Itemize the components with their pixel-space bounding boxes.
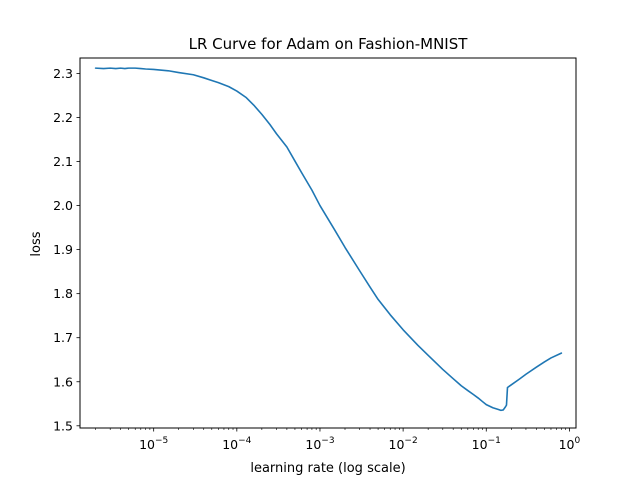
x-tick-label: 10−3 — [305, 436, 334, 452]
y-tick-label: 1.6 — [53, 374, 73, 389]
x-tick-label: 100 — [559, 436, 581, 452]
x-axis: 10−5 10−4 10−3 10−2 10−1 100 — [95, 428, 581, 452]
axes-frame — [79, 57, 577, 429]
y-axis: 1.5 1.6 1.7 1.8 1.9 2.0 2.1 2.2 2.3 — [53, 66, 80, 433]
y-tick-label: 2.0 — [53, 198, 73, 213]
y-tick-label: 1.8 — [53, 286, 73, 301]
x-tick-label: 10−4 — [222, 436, 251, 452]
x-tick-label: 10−2 — [389, 436, 418, 452]
chart-title: LR Curve for Adam on Fashion-MNIST — [189, 35, 469, 53]
y-tick-label: 1.5 — [53, 418, 73, 433]
series-layer — [94, 67, 563, 412]
x-tick-label: 10−1 — [472, 436, 501, 452]
x-tick-label: 10−5 — [139, 436, 168, 452]
y-tick-label: 1.9 — [53, 242, 73, 257]
loss-series-line — [94, 67, 563, 412]
y-axis-label: loss — [29, 231, 44, 256]
y-tick-label: 1.7 — [53, 330, 73, 345]
y-tick-label: 2.3 — [53, 66, 73, 81]
x-axis-label: learning rate (log scale) — [250, 461, 405, 476]
y-tick-label: 2.2 — [53, 110, 73, 125]
y-tick-label: 2.1 — [53, 154, 73, 169]
